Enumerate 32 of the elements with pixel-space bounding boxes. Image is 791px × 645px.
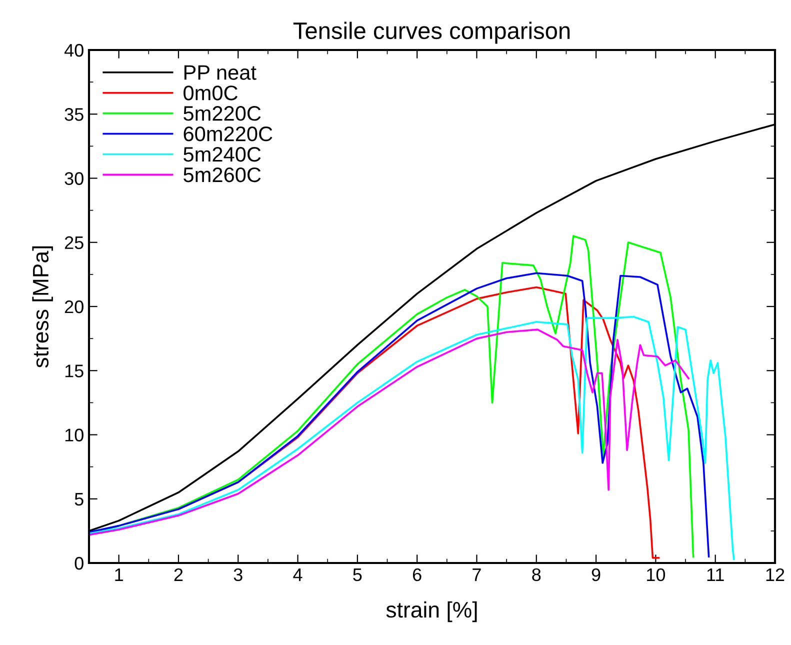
x-tick-label: 1 — [115, 568, 123, 581]
y-axis-title: stress [MPa] — [32, 246, 53, 368]
x-tick-label: 11 — [707, 568, 724, 581]
legend-label: 5m220C — [184, 106, 261, 121]
x-tick-label: 10 — [647, 568, 666, 582]
x-tick-label: 12 — [766, 568, 784, 581]
y-tick-label: 15 — [65, 364, 84, 378]
x-tick-label: 7 — [472, 568, 481, 581]
y-tick-label: 25 — [64, 236, 84, 250]
y-tick-label: 5 — [74, 492, 84, 506]
x-tick-label: 8 — [532, 568, 541, 582]
legend-label: 60m220C — [184, 126, 272, 142]
line-series — [89, 328, 690, 536]
legend-label: 0m0C — [184, 86, 238, 100]
x-tick-label: 6 — [412, 568, 422, 582]
chart-title: Tensile curves comparison — [293, 22, 570, 44]
legend-label: 5m260C — [184, 167, 261, 182]
y-tick-label: 30 — [64, 172, 84, 185]
legend-label: 5m240C — [184, 146, 261, 162]
x-tick-label: 3 — [234, 568, 242, 582]
y-tick-label: 0 — [74, 556, 84, 570]
x-tick-label: 2 — [174, 568, 183, 581]
x-tick-label: 9 — [592, 568, 600, 582]
line-series — [89, 316, 735, 560]
x-tick-label: 4 — [293, 568, 302, 581]
x-tick-label: 5 — [353, 568, 362, 582]
y-tick-label: 10 — [65, 428, 84, 442]
y-tick-label: 35 — [64, 108, 84, 121]
legend-label: PP neat — [184, 65, 256, 80]
x-axis-title: strain [%] — [386, 601, 477, 622]
y-tick-label: 20 — [64, 300, 84, 314]
y-tick-label: 40 — [64, 44, 84, 57]
